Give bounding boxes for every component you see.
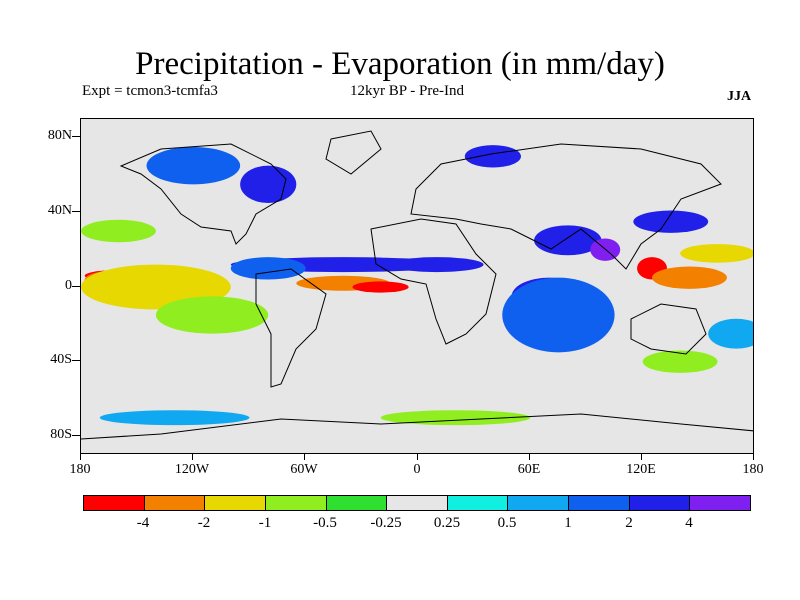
anomaly-region-21 — [380, 410, 531, 426]
x-tick-120e — [641, 454, 642, 460]
colorbar-swatch-6 — [387, 496, 448, 510]
x-tick-60w — [304, 454, 305, 460]
colorbar-label-10: 4 — [685, 515, 693, 531]
y-tick-40n — [72, 211, 80, 212]
x-tick-180e — [753, 454, 754, 460]
anomaly-region-17 — [633, 210, 709, 233]
y-tick-80s — [72, 435, 80, 436]
colorbar-label-3: -1 — [258, 515, 272, 531]
anomaly-layer — [81, 145, 753, 426]
anomaly-region-20 — [146, 147, 241, 185]
colorbar-label-1: -4 — [136, 515, 150, 531]
experiment-label: Expt = tcmon3-tcmfa3 — [82, 83, 218, 99]
anomaly-region-22 — [99, 410, 250, 426]
x-label-0: 0 — [413, 462, 421, 477]
anomaly-region-19 — [240, 165, 297, 203]
colorbar — [83, 495, 751, 511]
y-tick-0 — [72, 286, 80, 287]
anomaly-region-23 — [642, 350, 718, 373]
y-label-0: 0 — [65, 278, 72, 293]
coast-south-america — [255, 268, 327, 388]
coast-antarctica — [81, 413, 753, 440]
colorbar-label-2: -2 — [197, 515, 211, 531]
anomaly-region-25 — [708, 318, 753, 349]
anomaly-region-18 — [464, 145, 521, 168]
x-tick-180w — [80, 454, 81, 460]
y-label-40n: 40N — [47, 203, 72, 218]
colorbar-swatch-10 — [629, 496, 691, 510]
x-label-60w: 60W — [290, 462, 318, 477]
colorbar-label-5: -0.25 — [370, 515, 402, 531]
y-tick-80n — [72, 136, 80, 137]
colorbar-swatch-1 — [84, 496, 145, 510]
colorbar-label-8: 1 — [564, 515, 572, 531]
coast-greenland — [325, 130, 382, 175]
x-label-120e: 120E — [626, 462, 656, 477]
x-tick-0 — [417, 454, 418, 460]
x-label-180e: 180 — [742, 462, 764, 477]
colorbar-swatch-5 — [326, 496, 388, 510]
anomaly-region-4 — [155, 296, 269, 334]
anomaly-region-8 — [230, 257, 306, 280]
y-tick-40s — [72, 360, 80, 361]
colorbar-swatch-2 — [144, 496, 206, 510]
colorbar-label-9: 2 — [625, 515, 633, 531]
colorbar-swatch-4 — [265, 496, 327, 510]
season-label: JJA — [727, 89, 752, 104]
plot-title: Precipitation - Evaporation (in mm/day) — [135, 46, 665, 82]
colorbar-swatch-11 — [690, 496, 751, 510]
colorbar-label-7: 0.5 — [497, 515, 517, 531]
anomaly-region-24 — [81, 219, 156, 243]
colorbar-label-4: -0.5 — [313, 515, 337, 531]
colorbar-swatch-8 — [508, 496, 570, 510]
y-label-40s: 40S — [50, 352, 72, 367]
anomaly-map — [81, 119, 753, 453]
coast-africa — [370, 218, 497, 345]
colorbar-label-6: 0.25 — [433, 515, 461, 531]
anomaly-region-11 — [502, 277, 615, 353]
coast-eurasia — [410, 143, 722, 270]
x-label-120w: 120W — [174, 462, 210, 477]
anomaly-region-12 — [534, 225, 602, 256]
anomaly-region-6 — [352, 281, 409, 293]
x-label-60e: 60E — [517, 462, 541, 477]
colorbar-swatch-7 — [447, 496, 509, 510]
anomaly-region-16 — [680, 244, 753, 263]
coast-north-america — [119, 143, 287, 245]
coastline-layer — [81, 130, 753, 440]
anomaly-region-15 — [652, 266, 727, 289]
anomaly-region-9 — [389, 257, 484, 273]
y-label-80s: 80S — [50, 427, 72, 442]
y-label-80n: 80N — [47, 128, 72, 143]
colorbar-swatch-9 — [569, 496, 630, 510]
x-tick-120w — [192, 454, 193, 460]
colorbar-swatch-3 — [205, 496, 266, 510]
map-panel — [80, 118, 754, 454]
x-tick-60e — [529, 454, 530, 460]
period-label: 12kyr BP - Pre-Ind — [350, 83, 465, 99]
x-label-180w: 180 — [69, 462, 91, 477]
coast-australia — [630, 303, 707, 355]
